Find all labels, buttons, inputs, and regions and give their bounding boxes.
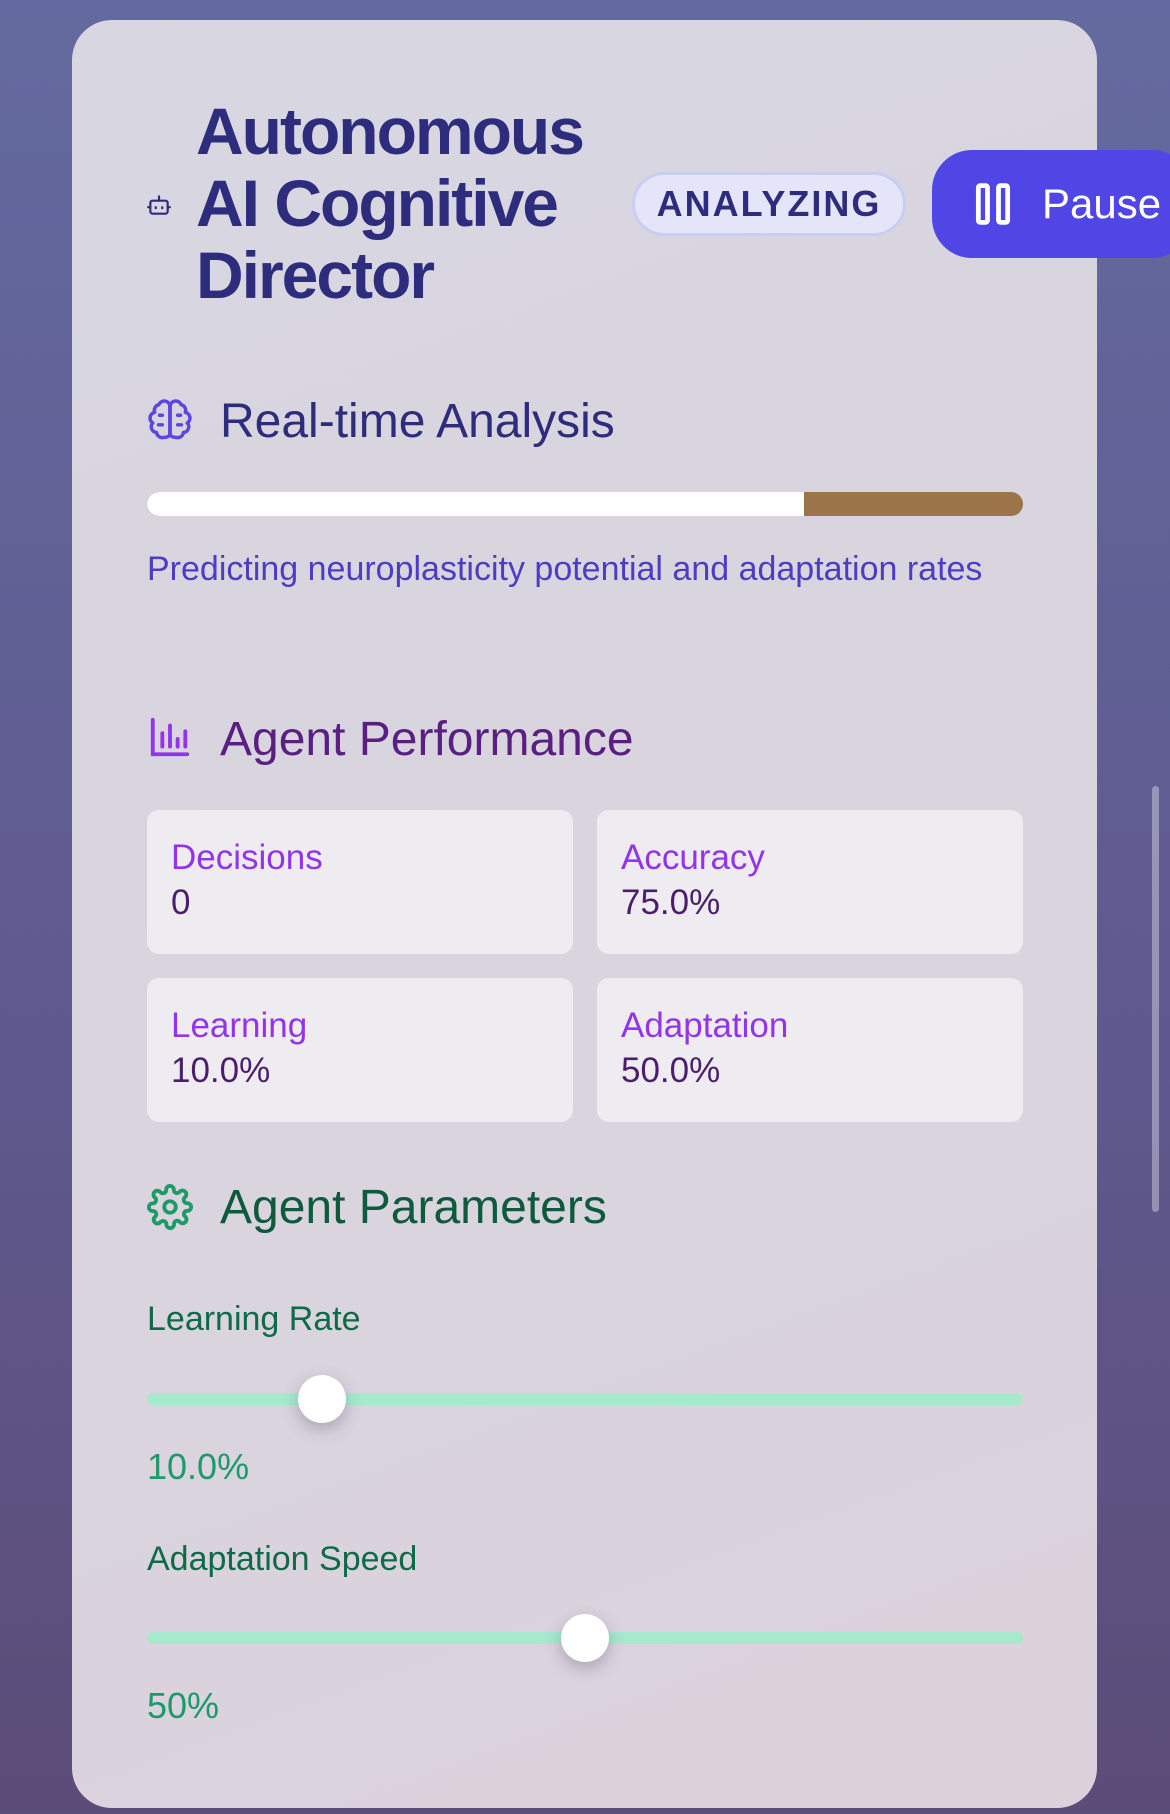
status-badge: ANALYZING xyxy=(632,172,906,236)
bar-chart-icon xyxy=(150,717,190,757)
adaptation-speed-slider-thumb[interactable] xyxy=(561,1614,609,1662)
parameters-title: Agent Parameters xyxy=(220,1181,607,1234)
analysis-progress-bar xyxy=(147,492,1023,516)
metric-card-decisions: Decisions 0 xyxy=(147,810,573,954)
performance-title: Agent Performance xyxy=(220,713,634,766)
learning-rate-label: Learning Rate xyxy=(147,1300,361,1338)
gear-icon xyxy=(147,1184,193,1230)
metric-value: 0 xyxy=(171,883,191,922)
analysis-title: Real-time Analysis xyxy=(220,395,615,448)
metric-label: Decisions xyxy=(171,838,323,877)
pause-label: Pause xyxy=(1042,180,1162,227)
learning-rate-value: 10.0% xyxy=(147,1446,250,1487)
metric-card-learning: Learning 10.0% xyxy=(147,978,573,1122)
learning-rate-slider[interactable] xyxy=(147,1375,1023,1423)
scrollbar[interactable] xyxy=(1152,786,1159,1212)
pause-icon xyxy=(975,183,1011,225)
metric-value: 50.0% xyxy=(621,1051,721,1090)
analysis-description: Predicting neuroplasticity potential and… xyxy=(147,550,983,588)
page-title: Autonomous AI Cognitive Director xyxy=(196,94,585,312)
metric-value: 75.0% xyxy=(621,883,721,922)
adaptation-speed-slider[interactable] xyxy=(147,1614,1023,1662)
brain-icon xyxy=(148,399,192,440)
metric-card-accuracy: Accuracy 75.0% xyxy=(597,810,1023,954)
metric-label: Accuracy xyxy=(621,838,765,877)
metric-label: Learning xyxy=(171,1006,308,1045)
metric-card-adaptation: Adaptation 50.0% xyxy=(597,978,1023,1122)
learning-rate-slider-thumb[interactable] xyxy=(298,1375,347,1423)
adaptation-speed-value: 50% xyxy=(147,1685,220,1726)
adaptation-speed-label: Adaptation Speed xyxy=(147,1540,418,1578)
metric-value: 10.0% xyxy=(171,1051,271,1090)
metric-label: Adaptation xyxy=(621,1006,789,1045)
analysis-progress-fill xyxy=(147,492,804,516)
pause-button[interactable]: Pause xyxy=(932,150,1170,258)
robot-icon xyxy=(147,195,171,215)
